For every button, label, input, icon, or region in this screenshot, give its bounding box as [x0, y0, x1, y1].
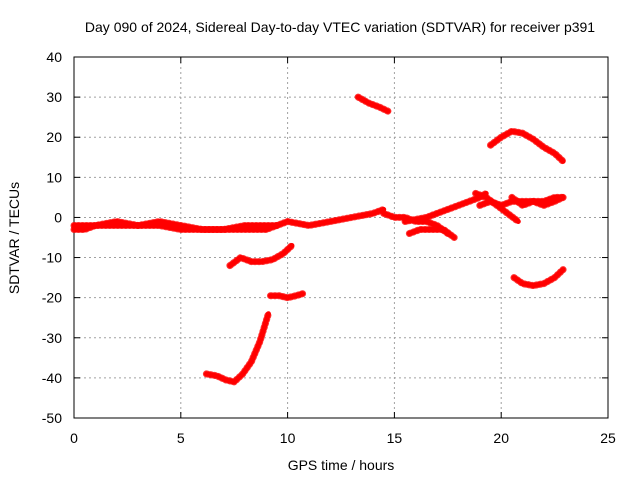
series-markers-track-dip-6-9 [202, 310, 272, 386]
series-markers-track-low-21 [510, 266, 567, 290]
y-axis-label: SDTVAR / TECUs [6, 182, 22, 294]
series-markers-track-arc-19-23 [487, 127, 567, 165]
y-tick-label: -20 [42, 290, 62, 306]
y-tick-label: 10 [46, 169, 62, 185]
x-axis-label: GPS time / hours [288, 457, 395, 473]
x-tick-label: 20 [493, 430, 509, 446]
tick-layer [73, 56, 609, 419]
series-markers-track-20-23-b [508, 193, 567, 209]
label-layer: 0 5 10 15 20 25 -50 -40 -30 -20 -10 0 10 20 30 40 [42, 49, 616, 446]
y-tick-label: 20 [46, 129, 62, 145]
x-tick-label: 15 [387, 430, 403, 446]
x-tick-label: 5 [177, 430, 185, 446]
plot-frame [73, 56, 609, 419]
series-markers-track-high-13 [354, 93, 392, 115]
y-tick-label: -30 [42, 330, 62, 346]
series-markers-track-9-10 [267, 290, 307, 302]
y-tick-label: -50 [42, 410, 62, 426]
x-tick-label: 10 [280, 430, 296, 446]
grid-layer [74, 57, 608, 418]
series-markers-track-main-baseline-b [70, 218, 281, 233]
series-markers-track-15-18-b [405, 226, 458, 241]
y-tick-label: 40 [46, 49, 62, 65]
x-tick-label: 25 [600, 430, 616, 446]
y-tick-label: 30 [46, 89, 62, 105]
y-tick-label: -40 [42, 370, 62, 386]
series-markers-track-7-10 [226, 242, 296, 270]
x-tick-label: 0 [70, 430, 78, 446]
chart-title: Day 090 of 2024, Sidereal Day-to-day VTE… [85, 19, 595, 35]
y-tick-label: 0 [54, 209, 62, 225]
series-layer [70, 93, 567, 386]
y-tick-label: -10 [42, 250, 62, 266]
